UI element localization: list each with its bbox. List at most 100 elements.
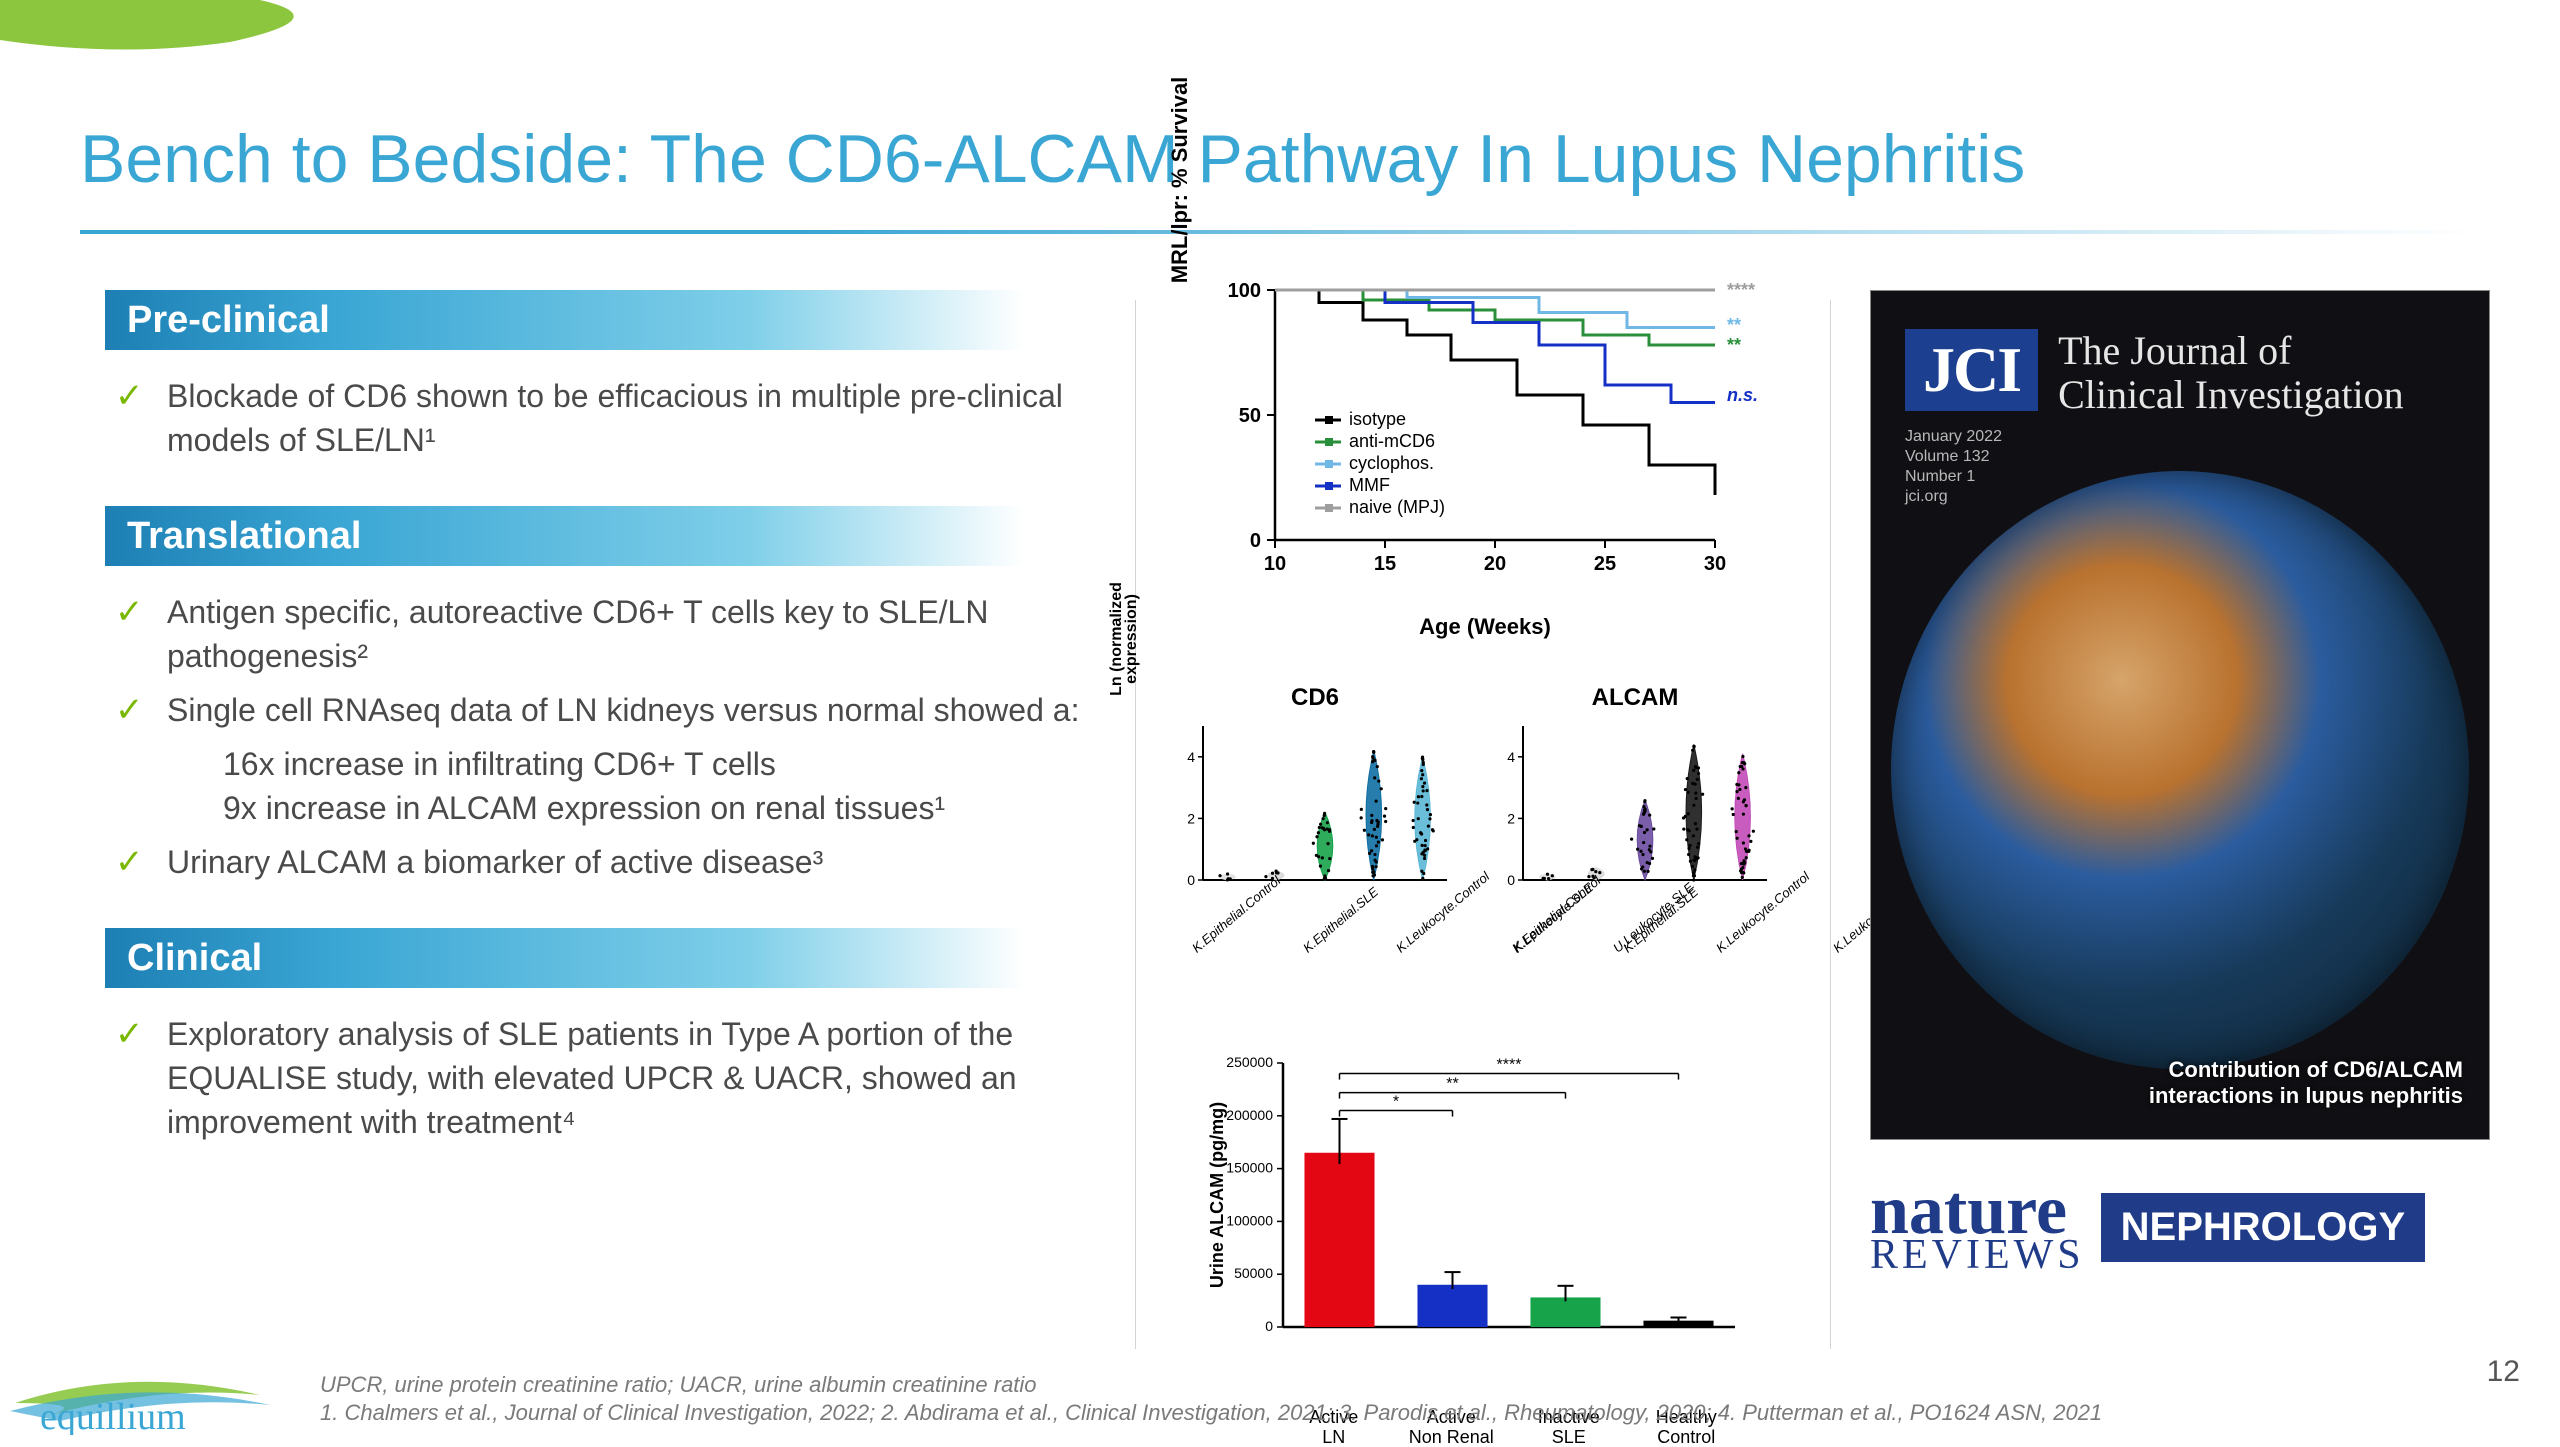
- bar-plot: 050000100000150000200000250000Urine ALCA…: [1205, 1047, 1745, 1347]
- svg-text:50000: 50000: [1234, 1265, 1273, 1281]
- svg-text:****: ****: [1727, 280, 1755, 300]
- svg-text:naive (MPJ): naive (MPJ): [1349, 497, 1445, 517]
- bullet: ✓ Single cell RNAseq data of LN kidneys …: [115, 688, 1105, 732]
- svg-text:2: 2: [1187, 810, 1195, 826]
- svg-text:25: 25: [1594, 553, 1616, 575]
- svg-text:cyclophos.: cyclophos.: [1349, 453, 1434, 473]
- right-column: JCI The Journal of Clinical Investigatio…: [1870, 290, 2490, 1271]
- bullet-block: ✓ Blockade of CD6 shown to be efficaciou…: [115, 374, 1105, 462]
- svg-text:0: 0: [1250, 530, 1261, 552]
- bullet-text: Blockade of CD6 shown to be efficacious …: [167, 374, 1105, 462]
- jci-meta-line: Volume 132: [1905, 447, 2489, 467]
- bullet-block: ✓ Exploratory analysis of SLE patients i…: [115, 1012, 1105, 1144]
- nature-reviews-logo: nature REVIEWS NEPHROLOGY: [1870, 1184, 2490, 1271]
- divider: [1830, 300, 1831, 1349]
- svg-text:0: 0: [1507, 872, 1515, 888]
- sub-bullet: 9x increase in ALCAM expression on renal…: [223, 786, 1105, 830]
- bullet-block: ✓ Antigen specific, autoreactive CD6+ T …: [115, 590, 1105, 884]
- jci-logo: JCI: [1905, 329, 2038, 411]
- jci-cover: JCI The Journal of Clinical Investigatio…: [1870, 290, 2490, 1140]
- jci-caption-line: interactions in lupus nephritis: [2149, 1083, 2463, 1108]
- jci-caption: Contribution of CD6/ALCAM interactions i…: [2149, 1057, 2463, 1109]
- svg-text:2: 2: [1507, 810, 1515, 826]
- logo-swoosh: [0, 0, 380, 60]
- svg-text:**: **: [1727, 315, 1741, 335]
- svg-text:100: 100: [1228, 280, 1261, 302]
- jci-header: JCI The Journal of Clinical Investigatio…: [1871, 291, 2489, 427]
- middle-column: MRL/lpr: % Survival 1015202530050100****…: [1175, 280, 1775, 1397]
- title-rule: [80, 230, 2480, 234]
- jci-title: The Journal of Clinical Investigation: [2058, 329, 2404, 417]
- svg-text:0: 0: [1187, 872, 1195, 888]
- bullet-text: Urinary ALCAM a biomarker of active dise…: [167, 840, 823, 884]
- bullet: ✓ Exploratory analysis of SLE patients i…: [115, 1012, 1105, 1144]
- svg-text:150000: 150000: [1226, 1160, 1273, 1176]
- violin-alcam: ALCAM 0 2 4 K.Epithelial.ControlK.Epitheli…: [1495, 684, 1775, 917]
- slide-title: Bench to Bedside: The CD6-ALCAM Pathway …: [80, 120, 2025, 198]
- svg-text:anti-mCD6: anti-mCD6: [1349, 431, 1435, 451]
- check-icon: ✓: [115, 840, 149, 884]
- survival-chart: MRL/lpr: % Survival 1015202530050100****…: [1175, 280, 1755, 630]
- svg-text:15: 15: [1374, 553, 1396, 575]
- check-icon: ✓: [115, 688, 149, 732]
- violin-svg: 0 2 4: [1495, 718, 1775, 898]
- bullet-text: Exploratory analysis of SLE patients in …: [167, 1012, 1105, 1144]
- footer-line: UPCR, urine protein creatinine ratio; UA…: [320, 1371, 2480, 1399]
- violin-categories: K.Epithelial.ControlK.Epithelial.SLEK.Le…: [1175, 902, 1455, 917]
- svg-text:0: 0: [1265, 1318, 1273, 1334]
- svg-text:10: 10: [1264, 553, 1286, 575]
- section-heading-preclinical: Pre-clinical: [105, 290, 1025, 350]
- violin-plots: Ln (normalized expression) CD6 024 K.Epi…: [1175, 684, 1775, 917]
- x-axis-label: Age (Weeks): [1215, 614, 1755, 640]
- footer-line: 1. Chalmers et al., Journal of Clinical …: [320, 1399, 2480, 1427]
- jci-meta-line: January 2022: [1905, 427, 2489, 447]
- jci-caption-line: Contribution of CD6/ALCAM: [2169, 1057, 2464, 1082]
- left-column: Pre-clinical ✓ Blockade of CD6 shown to …: [105, 290, 1105, 1188]
- check-icon: ✓: [115, 374, 149, 462]
- svg-text:****: ****: [1497, 1057, 1522, 1074]
- nature-word: nature: [1870, 1184, 2085, 1239]
- svg-text:MMF: MMF: [1349, 475, 1390, 495]
- bullet: ✓ Urinary ALCAM a biomarker of active di…: [115, 840, 1105, 884]
- svg-text:n.s.: n.s.: [1727, 385, 1758, 405]
- svg-text:100000: 100000: [1226, 1212, 1273, 1228]
- bullet-text: Antigen specific, autoreactive CD6+ T ce…: [167, 590, 1105, 678]
- svg-text:250000: 250000: [1226, 1054, 1273, 1070]
- bar-chart: 050000100000150000200000250000Urine ALCA…: [1205, 1047, 1745, 1397]
- page-number: 12: [2487, 1355, 2520, 1389]
- bullet-text: Single cell RNAseq data of LN kidneys ve…: [167, 688, 1079, 732]
- sub-bullet: 16x increase in infiltrating CD6+ T cell…: [223, 742, 1105, 786]
- ylabel-text: Ln (normalized: [1109, 564, 1124, 714]
- section-heading-clinical: Clinical: [105, 928, 1025, 988]
- violin-cd6: CD6 0 2 4 K.Epithelial.ControlK.Epithelial…: [1175, 684, 1455, 917]
- y-axis-label: Ln (normalized expression): [1109, 564, 1139, 714]
- nature-text: nature REVIEWS: [1870, 1184, 2085, 1271]
- divider: [1135, 300, 1136, 1349]
- nephrology-box: NEPHROLOGY: [2101, 1193, 2425, 1262]
- check-icon: ✓: [115, 1012, 149, 1144]
- svg-text:isotype: isotype: [1349, 409, 1406, 429]
- y-axis-label: MRL/lpr: % Survival: [1167, 50, 1193, 310]
- svg-text:Urine ALCAM (pg/mg): Urine ALCAM (pg/mg): [1207, 1102, 1227, 1288]
- svg-text:4: 4: [1507, 749, 1515, 765]
- violin-title: CD6: [1175, 684, 1455, 712]
- jci-title-line: The Journal of: [2058, 328, 2291, 373]
- svg-text:30: 30: [1704, 553, 1726, 575]
- jci-title-line: Clinical Investigation: [2058, 372, 2404, 417]
- reviews-word: REVIEWS: [1870, 1239, 2085, 1272]
- bullet: ✓ Blockade of CD6 shown to be efficaciou…: [115, 374, 1105, 462]
- check-icon: ✓: [115, 590, 149, 678]
- violin-title: ALCAM: [1495, 684, 1775, 712]
- svg-text:50: 50: [1239, 405, 1261, 427]
- svg-text:equillium: equillium: [40, 1396, 186, 1435]
- footer: UPCR, urine protein creatinine ratio; UA…: [320, 1371, 2480, 1427]
- svg-text:4: 4: [1187, 749, 1195, 765]
- survival-plot: 1015202530050100********n.s.isotypeanti-…: [1215, 280, 1775, 590]
- svg-text:**: **: [1446, 1076, 1458, 1093]
- svg-text:**: **: [1727, 335, 1741, 355]
- svg-text:20: 20: [1484, 553, 1506, 575]
- violin-categories: K.Epithelial.ControlK.Epithelial.SLEK.Le…: [1495, 902, 1775, 917]
- svg-text:*: *: [1393, 1094, 1399, 1111]
- equillium-logo: equillium: [10, 1355, 310, 1435]
- bullet: ✓ Antigen specific, autoreactive CD6+ T …: [115, 590, 1105, 678]
